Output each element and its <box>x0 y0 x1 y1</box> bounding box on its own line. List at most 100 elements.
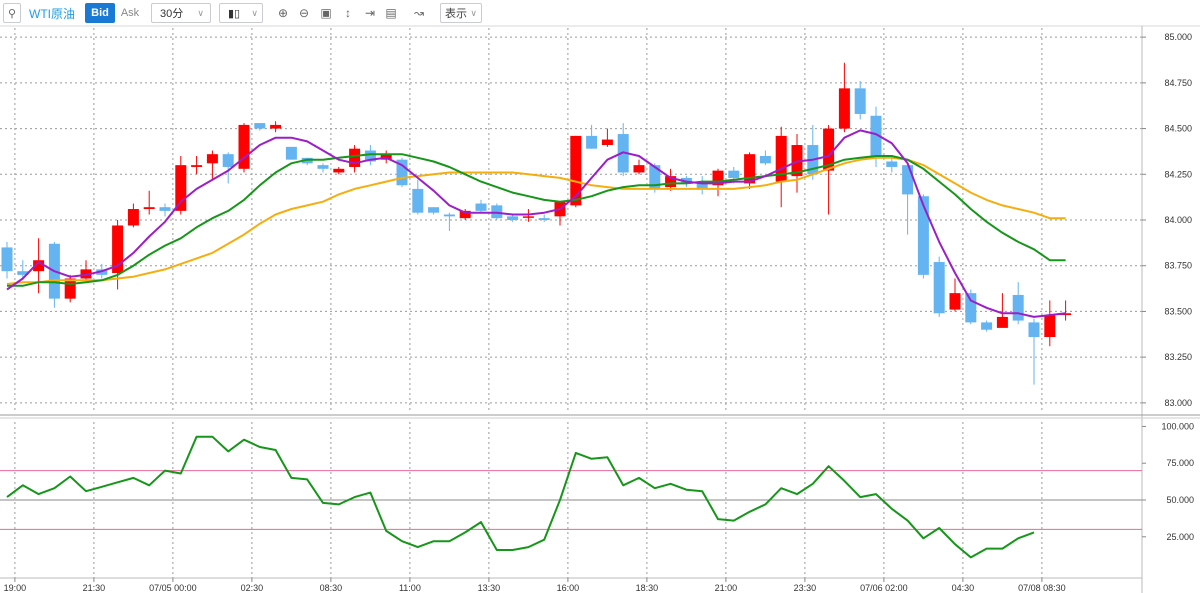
candle-down <box>443 214 455 217</box>
candle-up <box>633 165 645 173</box>
candle-up <box>206 154 218 164</box>
candle-up <box>270 124 282 129</box>
x-tick-label: 16:00 <box>557 583 580 593</box>
chevron-down-icon: ∨ <box>470 7 477 18</box>
candle-up <box>349 148 361 167</box>
search-button[interactable]: ⚲ <box>3 3 21 23</box>
candle-down <box>586 135 598 149</box>
candle-up <box>838 88 850 129</box>
zoom-out-icon: ⊖ <box>298 6 310 20</box>
candle-down <box>317 165 329 169</box>
candle-up <box>33 260 45 272</box>
zoom-in-button[interactable]: ⊕ <box>274 3 292 23</box>
candle-down <box>475 203 487 211</box>
y-tick-label: 84.250 <box>1164 169 1192 179</box>
candle-down <box>1 247 13 272</box>
x-tick-label: 23:30 <box>794 583 817 593</box>
period-select[interactable]: 30分 ∨ <box>151 3 211 23</box>
candle-down <box>412 188 424 213</box>
candle-up <box>570 135 582 206</box>
x-tick-label: 13:30 <box>478 583 501 593</box>
instrument-name[interactable]: WTI原油 <box>29 6 75 21</box>
zoom-out-button[interactable]: ⊖ <box>295 3 313 23</box>
x-tick-label: 11:00 <box>399 583 421 593</box>
ask-button[interactable]: Ask <box>120 7 140 19</box>
bid-button[interactable]: Bid <box>85 3 115 23</box>
y-tick-label: 25.000 <box>1166 532 1194 542</box>
candle-up <box>522 216 534 218</box>
auto-scale-icon: ↕ <box>345 6 351 20</box>
chevron-down-icon: ∨ <box>251 7 258 18</box>
y-tick-label: 85.000 <box>1164 32 1192 42</box>
candle-down <box>981 322 993 330</box>
chart-toolbar: ⚲ WTI原油 Bid Ask 30分 ∨ ▮▯ ∨ ⊕ ⊖ ▣ ↕ ⇥ ▤ ↝… <box>0 0 1200 26</box>
y-tick-label: 83.500 <box>1164 306 1192 316</box>
x-tick-label: 07/06 02:00 <box>860 583 908 593</box>
candle-down <box>728 170 740 178</box>
candle-up <box>127 209 139 226</box>
candle-up <box>1044 315 1056 338</box>
y-tick-label: 84.750 <box>1164 78 1192 88</box>
candle-up <box>333 168 345 173</box>
x-tick-label: 08:30 <box>320 583 343 593</box>
show-label: 表示 <box>445 8 467 20</box>
indicator-button[interactable]: ↝ <box>410 3 428 23</box>
oscillator-line <box>6 435 1035 559</box>
document-button[interactable]: ▤ <box>382 3 400 23</box>
candle-down <box>507 216 519 220</box>
candle-up <box>238 124 250 169</box>
candle-down <box>254 123 266 129</box>
ma-mid-line <box>7 153 1066 287</box>
x-tick-label: 21:30 <box>83 583 106 593</box>
candle-down <box>870 115 882 158</box>
y-tick-label: 100.000 <box>1161 421 1194 431</box>
y-tick-label: 50.000 <box>1166 495 1194 505</box>
candle-up <box>712 170 724 186</box>
show-select[interactable]: 表示 ∨ <box>440 3 482 23</box>
x-tick-label: 02:30 <box>241 583 264 593</box>
candle-up <box>143 207 155 210</box>
candle-up <box>64 278 76 299</box>
candle-down <box>649 165 661 189</box>
candle-down <box>965 293 977 323</box>
candle-up <box>112 225 124 274</box>
x-tick-label: 19:00 <box>4 583 27 593</box>
candle-down <box>902 165 914 195</box>
candle-up <box>191 165 203 167</box>
candle-down <box>1028 322 1040 338</box>
fit-button[interactable]: ▣ <box>317 3 335 23</box>
indicator-icon: ↝ <box>413 6 425 20</box>
x-tick-label: 07/05 00:00 <box>149 583 197 593</box>
candle-up <box>744 154 756 184</box>
candle-down <box>396 159 408 186</box>
ma-long-line <box>6 156 1066 285</box>
candle-down <box>285 146 297 160</box>
candle-up <box>949 293 961 310</box>
chevron-down-icon: ∨ <box>197 7 204 18</box>
candle-down <box>364 150 376 162</box>
candle-up <box>665 176 677 188</box>
candle-down <box>933 262 945 314</box>
auto-scale-button[interactable]: ↕ <box>339 3 357 23</box>
candle-down <box>854 88 866 114</box>
x-tick-label: 07/08 08:30 <box>1018 583 1066 593</box>
candle-down <box>1012 294 1024 321</box>
candle-down <box>917 196 929 275</box>
candle-up <box>996 316 1008 328</box>
candle-up <box>459 210 471 219</box>
y-tick-label: 84.000 <box>1164 215 1192 225</box>
jump-latest-button[interactable]: ⇥ <box>361 3 379 23</box>
ma-short-line <box>6 129 1066 318</box>
candlestick-icon: ▮▯ <box>228 7 241 20</box>
chart-type-select[interactable]: ▮▯ ∨ <box>219 3 263 23</box>
y-tick-label: 83.000 <box>1164 398 1192 408</box>
zoom-in-icon: ⊕ <box>277 6 289 20</box>
document-icon: ▤ <box>385 6 397 20</box>
candle-down <box>17 271 29 275</box>
candle-up <box>823 128 835 171</box>
jump-latest-icon: ⇥ <box>364 6 376 20</box>
candle-up <box>601 139 613 146</box>
candle-down <box>538 218 550 220</box>
x-tick-label: 21:00 <box>715 583 738 593</box>
